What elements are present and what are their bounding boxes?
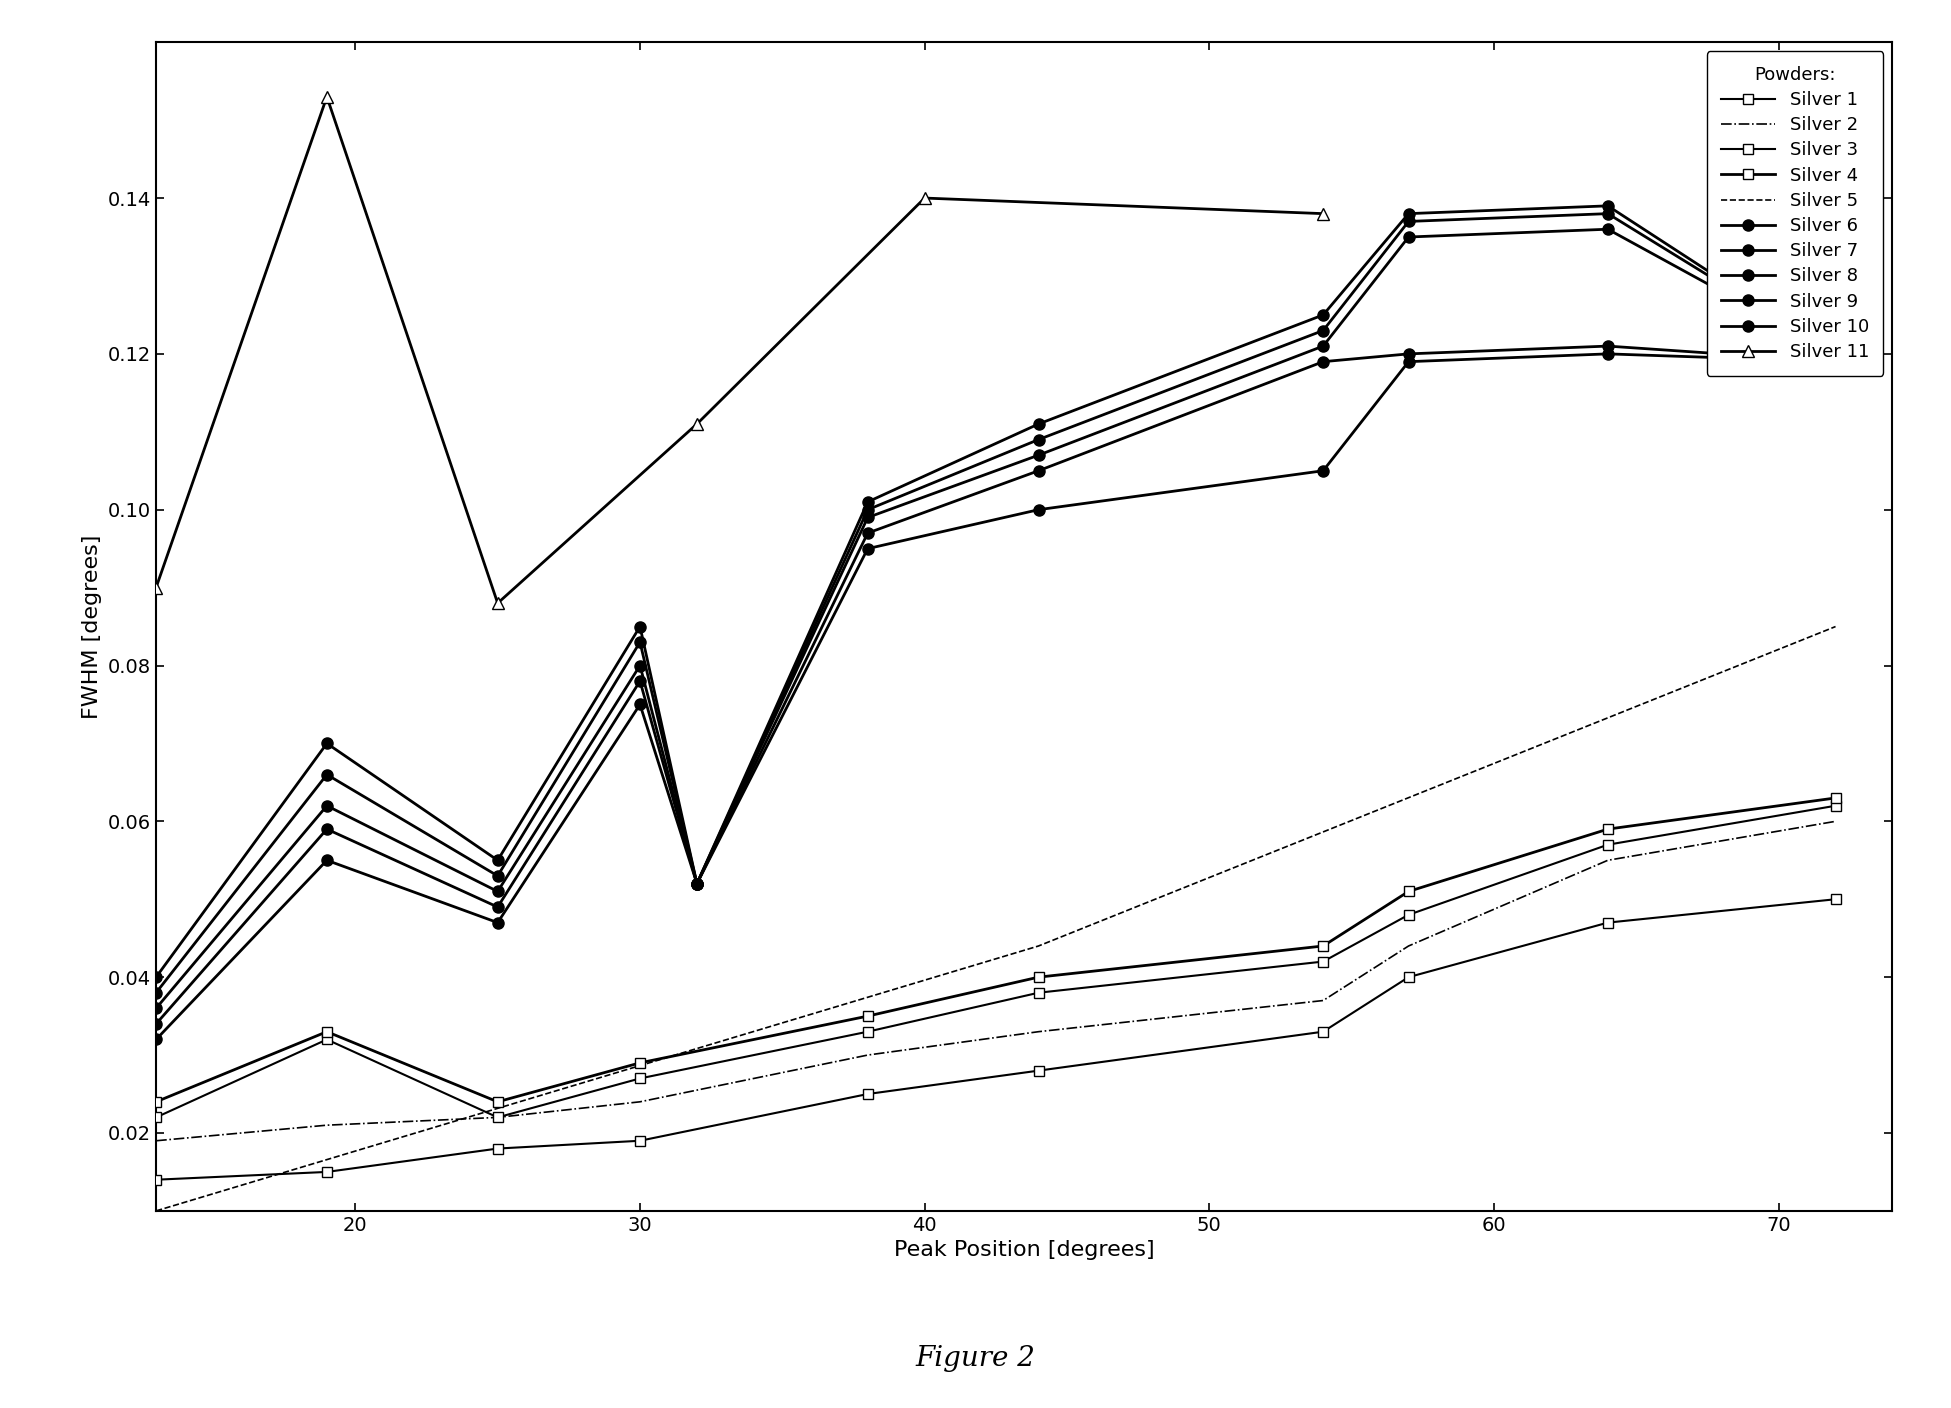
Y-axis label: FWHM [degrees]: FWHM [degrees] (82, 535, 101, 718)
X-axis label: Peak Position [degrees]: Peak Position [degrees] (894, 1240, 1155, 1260)
Legend: Silver 1, Silver 2, Silver 3, Silver 4, Silver 5, Silver 6, Silver 7, Silver 8, : Silver 1, Silver 2, Silver 3, Silver 4, … (1707, 51, 1883, 376)
Text: Figure 2: Figure 2 (915, 1345, 1036, 1371)
